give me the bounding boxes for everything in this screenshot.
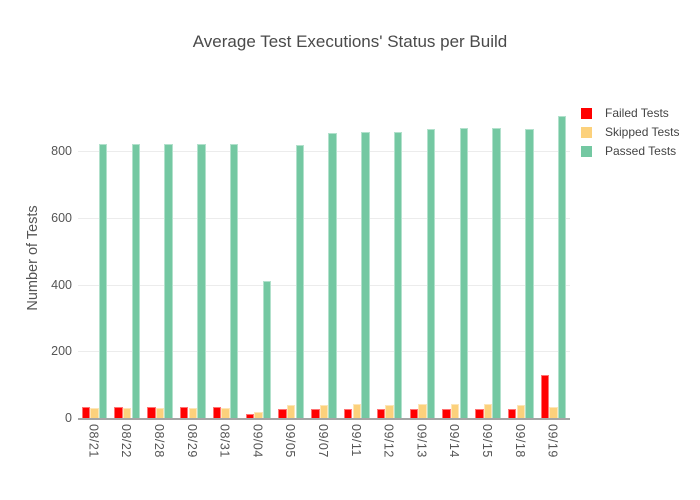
x-tick-label-08-31: 08/31 [217,424,232,458]
failed-tests-bar-09-15 [475,409,484,418]
skipped-tests-bar-09-19 [549,406,558,418]
failed-tests-bar-09-04 [245,413,255,418]
passed-tests-bar-09-05 [295,144,305,418]
gridline-y-400 [78,284,570,286]
plot-area [78,88,570,420]
legend-swatch-icon [581,126,592,138]
skipped-tests-bar-08-31 [221,408,230,418]
x-tick-label-09-13: 09/13 [414,424,429,458]
skipped-tests-bar-09-13 [418,404,427,418]
failed-tests-bar-09-11 [343,408,353,418]
x-tick-label-09-18: 09/18 [512,424,527,458]
legend-item-failed-tests[interactable]: Failed Tests [581,106,680,120]
failed-tests-bar-09-13 [409,408,419,418]
failed-tests-bar-08-22 [114,406,123,418]
y-tick-label-0: 0 [65,411,72,425]
y-tick-label-800: 800 [51,144,72,159]
skipped-tests-bar-09-12 [385,404,394,418]
legend-label: Passed Tests [605,144,677,158]
gridline-y-200 [78,351,570,353]
legend-item-skipped-tests[interactable]: Skipped Tests [581,125,680,139]
failed-tests-bar-09-05 [278,409,287,418]
x-tick-label-09-04: 09/04 [250,424,265,458]
x-tick-label-09-12: 09/12 [381,424,396,458]
failed-tests-bar-09-19 [540,374,550,418]
legend-swatch-icon [581,145,592,157]
y-tick-label-400: 400 [51,277,72,292]
failed-tests-bar-08-29 [179,406,189,418]
passed-tests-bar-09-18 [525,128,534,418]
legend-item-passed-tests[interactable]: Passed Tests [581,144,680,158]
passed-tests-bar-08-21 [98,144,108,418]
passed-tests-bar-08-29 [197,144,206,418]
skipped-tests-bar-08-21 [90,408,99,418]
failed-tests-bar-08-28 [147,407,156,418]
legend-label: Skipped Tests [605,125,680,139]
failed-tests-bar-08-21 [81,407,91,418]
passed-tests-bar-09-04 [262,281,272,418]
skipped-tests-bar-09-18 [516,405,526,418]
failed-tests-bar-09-12 [376,408,386,418]
legend-label: Failed Tests [605,106,669,120]
skipped-tests-bar-09-11 [352,404,362,418]
skipped-tests-bar-09-15 [483,404,493,418]
passed-tests-bar-09-11 [361,132,370,418]
passed-tests-bar-09-12 [393,132,403,418]
x-tick-label-08-29: 08/29 [184,424,199,458]
skipped-tests-bar-09-07 [319,405,329,418]
x-tick-label-08-22: 08/22 [119,424,134,458]
passed-tests-bar-09-07 [328,133,337,418]
skipped-tests-bar-08-29 [188,408,198,418]
x-tick-label-09-07: 09/07 [316,424,330,458]
failed-tests-bar-08-31 [212,406,222,418]
x-tick-label-09-19: 09/19 [545,424,560,458]
passed-tests-bar-09-15 [492,128,501,418]
skipped-tests-bar-09-05 [286,404,296,418]
failed-tests-bar-09-18 [507,408,517,418]
skipped-tests-bar-08-22 [122,408,132,418]
passed-tests-bar-09-14 [459,128,469,418]
passed-tests-bar-09-19 [557,116,567,418]
failed-tests-bar-09-14 [442,409,451,418]
x-tick-label-08-28: 08/28 [152,424,166,458]
x-tick-label-09-15: 09/15 [480,424,494,458]
gridline-y-600 [78,218,570,219]
x-tick-label-09-14: 09/14 [447,424,462,458]
passed-tests-bar-08-28 [164,144,173,418]
failed-tests-bar-09-07 [311,409,320,418]
passed-tests-bar-08-22 [131,144,141,418]
passed-tests-bar-09-13 [426,129,436,418]
legend-swatch-icon [581,107,592,119]
skipped-tests-bar-09-14 [450,404,460,418]
skipped-tests-bar-08-28 [155,408,165,418]
y-tick-label-200: 200 [51,344,72,359]
x-tick-label-09-11: 09/11 [348,424,363,457]
gridline-y-800 [78,151,570,153]
y-tick-label-600: 600 [51,211,72,225]
legend: Failed Tests Skipped Tests Passed Tests [581,106,680,164]
passed-tests-bar-08-31 [229,144,239,418]
x-tick-label-08-21: 08/21 [86,424,101,458]
chart-title: Average Test Executions' Status per Buil… [192,32,508,51]
skipped-tests-bar-09-04 [254,411,263,418]
x-tick-label-09-05: 09/05 [283,424,298,458]
